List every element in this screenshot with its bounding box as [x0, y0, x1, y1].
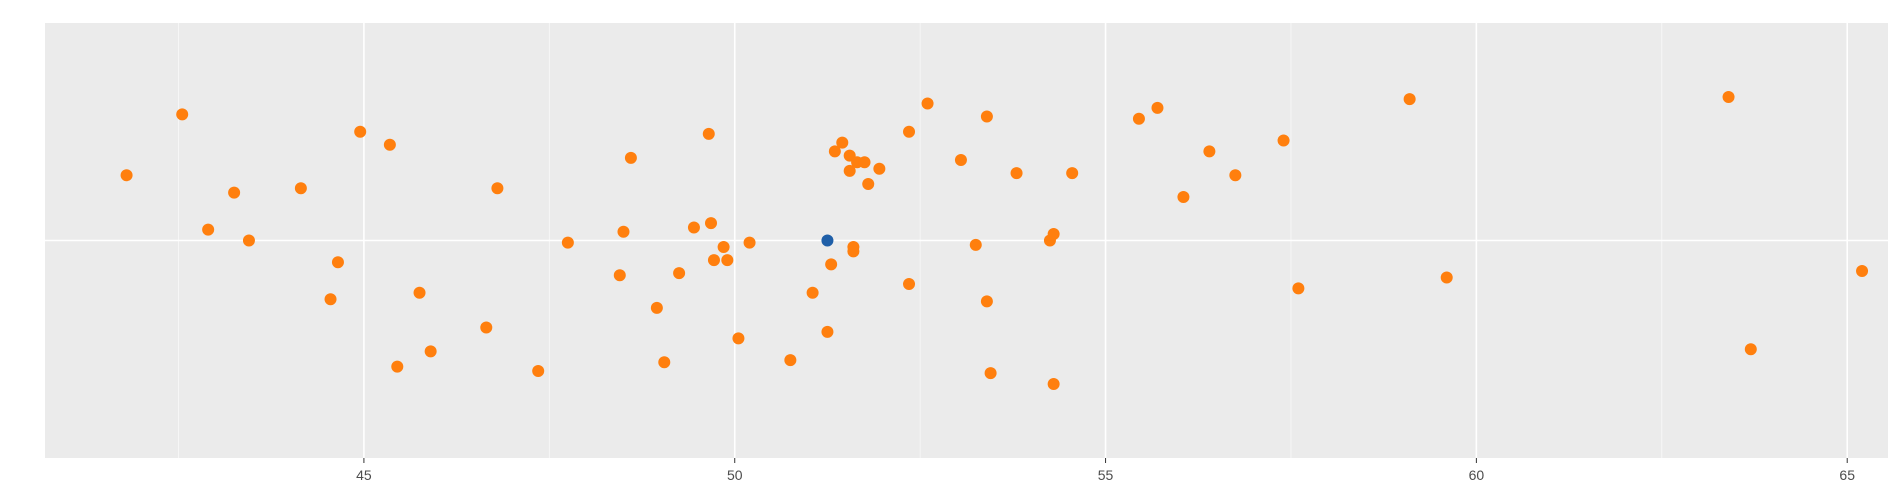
data-point	[717, 241, 730, 254]
data-point	[617, 225, 630, 238]
data-point	[658, 356, 671, 369]
data-point	[702, 127, 715, 140]
data-point	[862, 177, 875, 190]
data-point	[873, 162, 886, 175]
data-point	[391, 360, 404, 373]
data-point	[1047, 378, 1060, 391]
data-point	[673, 267, 686, 280]
data-point	[705, 217, 718, 230]
data-point	[294, 182, 307, 195]
data-point	[858, 156, 871, 169]
data-point	[1440, 271, 1453, 284]
data-point	[825, 258, 838, 271]
data-point	[331, 256, 344, 269]
data-point	[732, 332, 745, 345]
data-point	[784, 354, 797, 367]
data-point	[1066, 167, 1079, 180]
data-point	[721, 254, 734, 267]
data-point	[532, 365, 545, 377]
data-point	[836, 136, 849, 149]
data-point	[1177, 191, 1190, 203]
x-axis-tick-labels: 45 50 55 60 65	[356, 467, 1855, 483]
data-point	[1403, 93, 1416, 106]
data-point	[806, 286, 819, 299]
data-point	[903, 278, 916, 290]
data-point	[1722, 90, 1735, 103]
data-point	[980, 110, 993, 123]
data-point	[424, 345, 437, 358]
data-point	[1132, 112, 1145, 125]
data-point	[491, 182, 504, 195]
data-point	[980, 295, 993, 308]
highlighted-point	[821, 234, 834, 247]
data-point	[1292, 282, 1305, 295]
x-tick-label: 55	[1098, 467, 1114, 483]
x-axis-ticks	[363, 458, 1848, 463]
data-point	[903, 125, 916, 138]
data-point	[480, 321, 493, 334]
data-point	[1203, 145, 1216, 158]
data-point	[707, 254, 720, 267]
data-point	[984, 367, 997, 380]
data-point	[354, 125, 367, 138]
data-point	[1010, 167, 1023, 180]
data-point	[176, 108, 189, 121]
data-point	[921, 97, 934, 110]
data-point	[228, 186, 241, 199]
data-point	[1856, 264, 1869, 277]
data-point	[1277, 134, 1290, 147]
data-point	[650, 301, 663, 314]
x-tick-label: 45	[356, 467, 372, 483]
data-point	[969, 238, 982, 251]
data-point	[847, 245, 860, 258]
data-point	[383, 138, 396, 151]
data-point	[843, 164, 856, 177]
data-point	[821, 325, 834, 338]
data-point	[743, 236, 756, 249]
x-tick-label: 65	[1839, 467, 1855, 483]
data-point	[1047, 227, 1060, 240]
data-points	[120, 90, 1869, 391]
data-point	[561, 236, 574, 249]
x-tick-label: 50	[727, 467, 743, 483]
data-point	[613, 269, 626, 282]
data-point	[413, 286, 426, 299]
data-point	[624, 151, 637, 164]
data-point	[687, 221, 700, 234]
data-point	[1744, 343, 1757, 356]
data-point	[954, 154, 967, 167]
data-point	[202, 223, 215, 236]
data-point	[120, 169, 133, 182]
x-tick-label: 60	[1469, 467, 1485, 483]
data-point	[1229, 169, 1242, 182]
data-point	[828, 145, 841, 158]
data-point	[324, 293, 337, 306]
grid-major	[45, 23, 1888, 458]
data-point	[242, 234, 255, 247]
data-point	[1151, 101, 1164, 114]
